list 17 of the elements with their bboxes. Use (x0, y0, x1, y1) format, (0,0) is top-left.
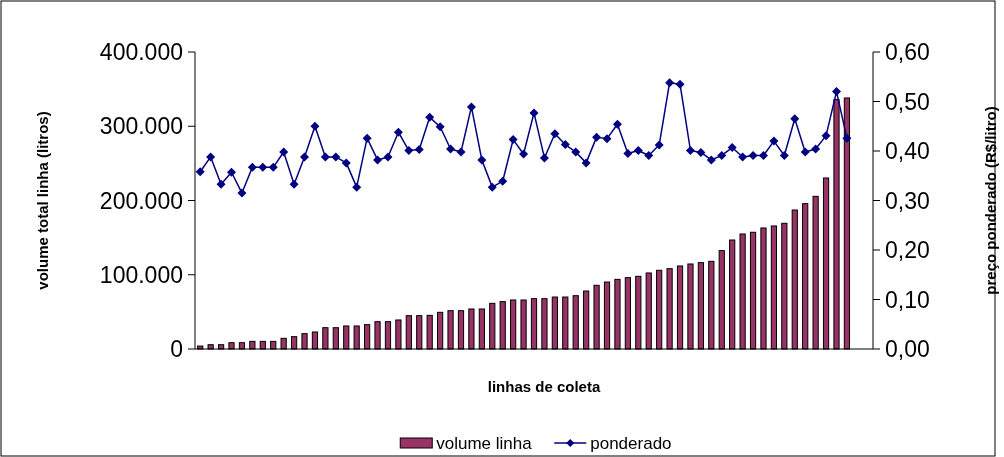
y2-tick-label: 0,60 (885, 39, 930, 65)
y2-axis-title: preço ponderado (R$/litro) (982, 106, 999, 295)
y-tick-label: 0 (170, 336, 183, 362)
y2-tick-label: 0,40 (885, 138, 930, 164)
y-tick-label: 300.000 (99, 113, 183, 140)
legend-label: volume linha (436, 434, 533, 453)
y2-tick-label: 0,50 (885, 88, 930, 115)
y-axis-title: volume total linha (litros) (34, 111, 51, 290)
y2-tick-label: 0,10 (885, 286, 930, 313)
y2-tick-label: 0,30 (885, 187, 930, 214)
x-axis-title: linhas de coleta (487, 378, 601, 395)
legend-label: ponderado (590, 434, 672, 453)
y-tick-label: 200.000 (99, 187, 183, 214)
y-tick-label: 100.000 (99, 261, 183, 288)
y2-tick-label: 0,00 (885, 336, 930, 362)
y-tick-label: 400.000 (99, 39, 183, 65)
y2-tick-label: 0,20 (885, 237, 930, 263)
